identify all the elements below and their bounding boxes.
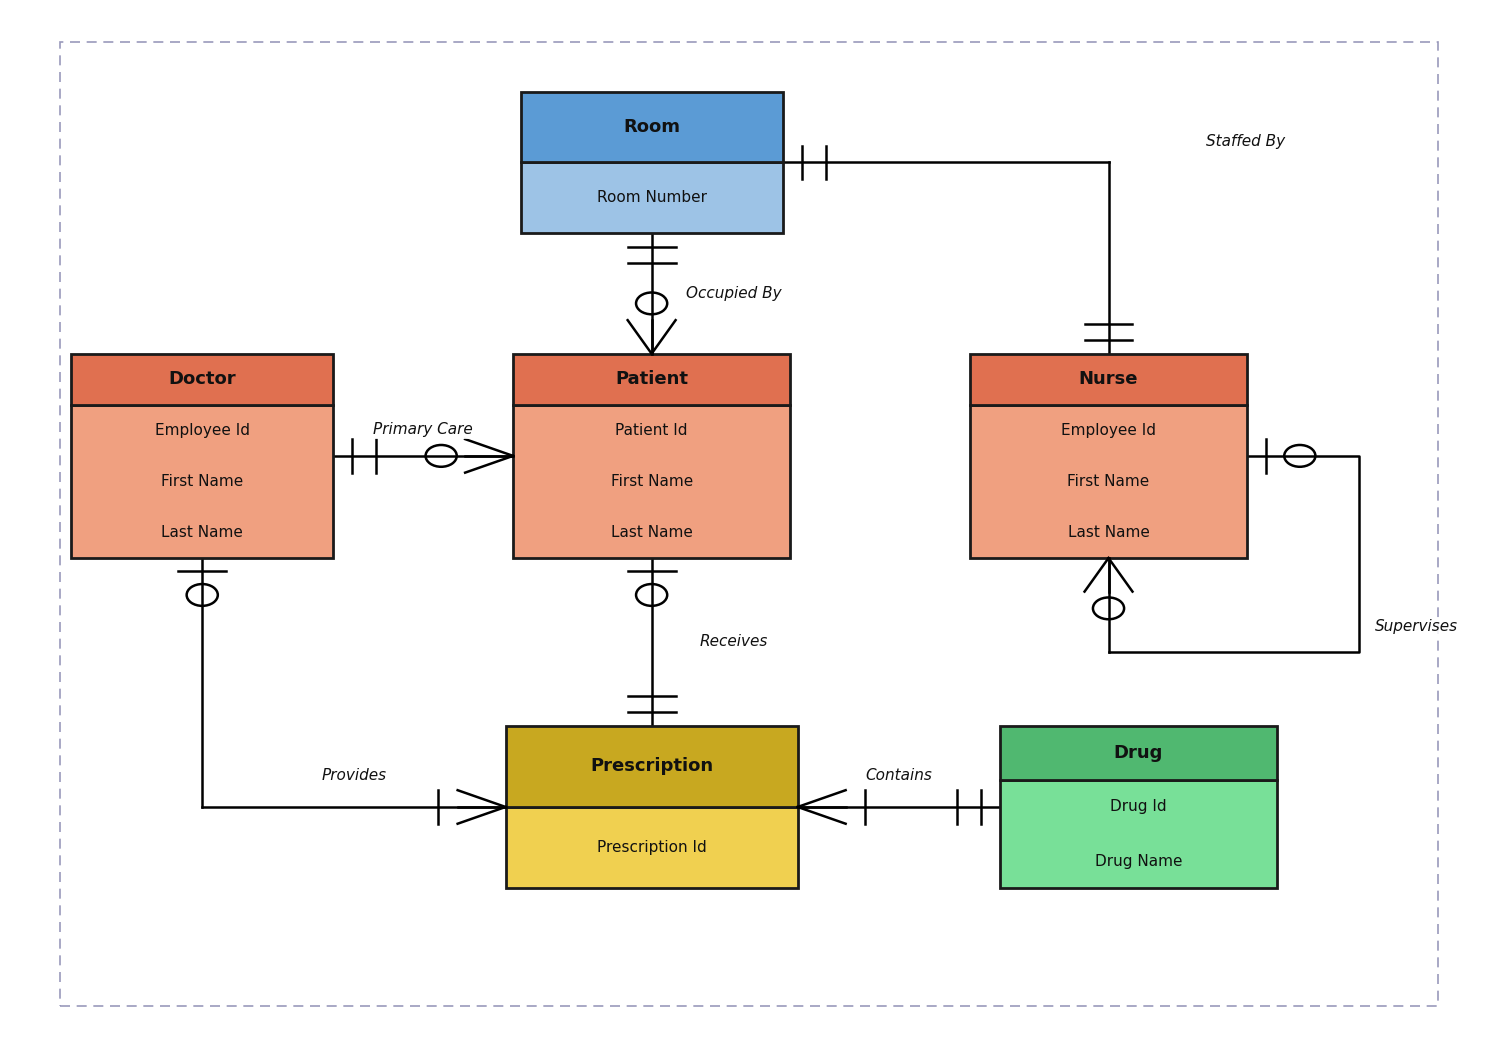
Text: Employee Id: Employee Id <box>154 422 250 438</box>
Text: Provides: Provides <box>322 768 386 783</box>
Text: First Name: First Name <box>162 474 243 489</box>
FancyBboxPatch shape <box>512 354 791 405</box>
FancyBboxPatch shape <box>72 354 333 405</box>
FancyBboxPatch shape <box>1001 725 1276 780</box>
Text: Patient Id: Patient Id <box>616 422 688 438</box>
FancyBboxPatch shape <box>72 405 333 559</box>
Text: Drug Name: Drug Name <box>1095 854 1182 869</box>
Text: Nurse: Nurse <box>1079 370 1138 388</box>
Text: First Name: First Name <box>1068 474 1149 489</box>
Text: Doctor: Doctor <box>168 370 237 388</box>
FancyBboxPatch shape <box>521 92 782 162</box>
Text: Employee Id: Employee Id <box>1061 422 1156 438</box>
Text: First Name: First Name <box>611 474 692 489</box>
Text: Drug Id: Drug Id <box>1110 800 1167 814</box>
FancyBboxPatch shape <box>506 807 797 888</box>
Text: Last Name: Last Name <box>1068 525 1149 540</box>
Text: Last Name: Last Name <box>162 525 243 540</box>
Text: Contains: Contains <box>866 768 932 783</box>
Text: Receives: Receives <box>700 634 768 650</box>
FancyBboxPatch shape <box>971 405 1246 559</box>
Text: Occupied By: Occupied By <box>686 286 782 301</box>
Text: Room: Room <box>623 118 680 136</box>
Text: Staffed By: Staffed By <box>1206 134 1285 149</box>
Text: Supervises: Supervises <box>1375 618 1458 634</box>
Text: Primary Care: Primary Care <box>373 422 473 437</box>
Text: Drug: Drug <box>1115 744 1162 762</box>
FancyBboxPatch shape <box>1001 780 1276 888</box>
Text: Prescription: Prescription <box>590 758 713 776</box>
FancyBboxPatch shape <box>971 354 1246 405</box>
FancyBboxPatch shape <box>521 162 782 234</box>
FancyBboxPatch shape <box>506 725 797 807</box>
Text: Patient: Patient <box>616 370 688 388</box>
Text: Prescription Id: Prescription Id <box>596 840 707 855</box>
Text: Room Number: Room Number <box>596 191 707 205</box>
FancyBboxPatch shape <box>512 405 791 559</box>
Text: Last Name: Last Name <box>611 525 692 540</box>
